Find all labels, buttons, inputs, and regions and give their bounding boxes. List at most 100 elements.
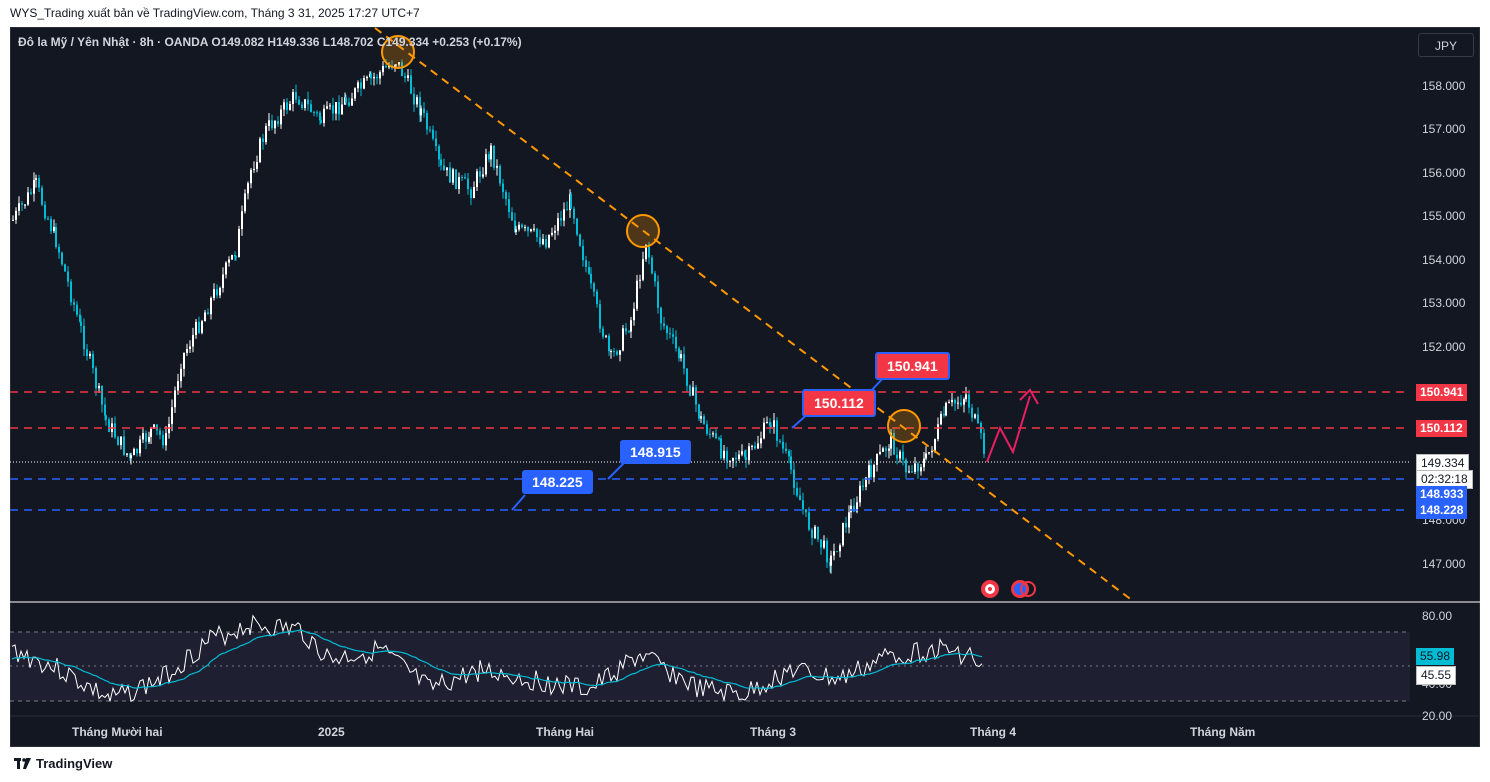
callout-148225[interactable]: 148.225 xyxy=(522,470,593,494)
candle-body xyxy=(238,229,240,258)
candle-body xyxy=(896,454,898,459)
candle-body xyxy=(703,416,705,425)
candle-body xyxy=(195,321,197,335)
candle-body xyxy=(957,402,959,404)
candle-body xyxy=(171,407,173,424)
price-axis-label: 158.000 xyxy=(1422,79,1466,93)
candle-body xyxy=(274,121,276,129)
callout-148915[interactable]: 148.915 xyxy=(620,440,691,464)
symbol-legend[interactable]: Đô la Mỹ / Yên Nhật · 8h · OANDA O149.08… xyxy=(18,35,522,49)
candle-body xyxy=(845,522,847,528)
candle-body xyxy=(280,109,282,125)
candle-body xyxy=(508,199,510,213)
candle-body xyxy=(833,551,835,556)
candle-body xyxy=(192,334,194,347)
candle-body xyxy=(55,226,57,247)
candle-body xyxy=(732,457,734,462)
candle-body xyxy=(310,104,312,113)
candle-body xyxy=(769,422,771,426)
currency-button[interactable]: JPY xyxy=(1418,33,1474,57)
candle-body xyxy=(648,244,650,258)
candle-body xyxy=(401,62,403,77)
candle-body xyxy=(735,457,737,460)
candle-body xyxy=(295,92,297,100)
candle-body xyxy=(461,177,463,179)
candle-body xyxy=(811,529,813,538)
candle-body xyxy=(748,446,750,461)
candle-body xyxy=(162,434,164,446)
candle-body xyxy=(745,456,747,461)
candle-body xyxy=(204,312,206,322)
candle-body xyxy=(859,485,861,503)
candle-body xyxy=(616,351,618,355)
candle-body xyxy=(89,353,91,357)
candle-body xyxy=(201,321,203,333)
candle-body xyxy=(485,154,487,175)
rsi-value-tag: 45.55 xyxy=(1416,666,1457,685)
candle-body xyxy=(382,65,384,73)
candle-body xyxy=(440,159,442,166)
candle-body xyxy=(225,262,227,275)
candle-body xyxy=(464,177,466,179)
candle-body xyxy=(639,279,641,281)
candle-body xyxy=(335,102,337,114)
candle-body xyxy=(268,120,270,126)
candle-body xyxy=(548,234,550,248)
candle-body xyxy=(219,287,221,296)
candle-body xyxy=(642,259,644,280)
candle-body xyxy=(971,407,973,418)
candle-body xyxy=(429,129,431,131)
candle-body xyxy=(836,551,838,553)
chart-frame[interactable] xyxy=(10,27,1480,747)
callout-150112[interactable]: 150.112 xyxy=(802,389,876,417)
candle-body xyxy=(180,368,182,382)
candle-body xyxy=(654,273,656,282)
rsi-ma-tag: 55.98 xyxy=(1416,648,1455,665)
candle-body xyxy=(760,438,762,444)
candle-body xyxy=(977,414,979,423)
candle-body xyxy=(177,381,179,391)
time-axis-label: Tháng 3 xyxy=(750,725,797,739)
price-tag-150112: 150.112 xyxy=(1416,420,1467,437)
candle-body xyxy=(943,413,945,416)
candle-body xyxy=(527,227,529,232)
candle-body xyxy=(817,526,819,540)
candle-body xyxy=(937,424,939,440)
candle-body xyxy=(104,404,106,416)
candle-body xyxy=(842,522,844,546)
candle-body xyxy=(298,99,300,105)
candle-body xyxy=(545,239,547,248)
candle-body xyxy=(741,451,743,455)
candle-body xyxy=(680,354,682,359)
candle-body xyxy=(960,402,962,405)
candle-body xyxy=(407,75,409,78)
tradingview-brand[interactable]: TradingView xyxy=(36,756,113,771)
candle-body xyxy=(698,404,700,419)
price-axis-label: 156.000 xyxy=(1422,166,1466,180)
candle-body xyxy=(788,451,790,457)
candle-body xyxy=(925,453,927,459)
candle-body xyxy=(376,76,378,79)
candle-body xyxy=(570,194,572,209)
candle-body xyxy=(323,108,325,123)
candle-body xyxy=(963,399,965,405)
candle-body xyxy=(608,335,610,352)
candle-body xyxy=(773,420,775,427)
candle-body xyxy=(622,328,624,351)
callout-150941[interactable]: 150.941 xyxy=(875,352,950,380)
candle-body xyxy=(695,387,697,405)
candle-body xyxy=(514,220,516,232)
candle-body xyxy=(945,402,947,416)
candle-body xyxy=(496,165,498,168)
candle-body xyxy=(159,430,161,435)
price-axis-label: 147.000 xyxy=(1422,557,1466,571)
candle-body xyxy=(120,436,122,446)
price-tag-148228: 148.228 xyxy=(1416,502,1468,519)
candle-body xyxy=(563,209,565,221)
candle-body xyxy=(105,415,107,420)
price-axis-label: 155.000 xyxy=(1422,209,1466,223)
candle-body xyxy=(625,328,627,332)
candle-body xyxy=(165,433,167,446)
candle-body xyxy=(566,209,568,211)
